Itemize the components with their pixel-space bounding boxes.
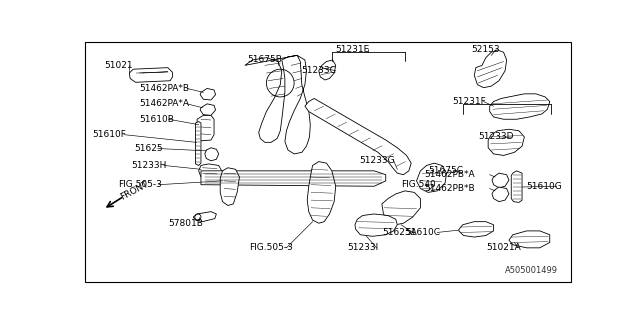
Text: 51021: 51021 xyxy=(105,61,133,70)
Text: 51625A: 51625A xyxy=(382,228,417,237)
Text: 51610G: 51610G xyxy=(527,182,563,191)
Polygon shape xyxy=(509,231,550,248)
Text: 51231E: 51231E xyxy=(336,45,370,54)
Text: 51233D: 51233D xyxy=(478,132,514,141)
Polygon shape xyxy=(200,88,216,100)
Polygon shape xyxy=(474,50,507,88)
Polygon shape xyxy=(305,99,411,175)
Text: 51610F: 51610F xyxy=(92,130,126,139)
Text: 51610B: 51610B xyxy=(140,115,174,124)
Text: FIG.505-3: FIG.505-3 xyxy=(118,180,162,189)
Text: 51462PA*A: 51462PA*A xyxy=(140,99,189,108)
Polygon shape xyxy=(201,171,386,186)
Text: 57801B: 57801B xyxy=(168,219,203,228)
Text: 51462PA*B: 51462PA*B xyxy=(140,84,189,93)
Text: 51233I: 51233I xyxy=(348,243,378,252)
Polygon shape xyxy=(198,164,221,179)
Polygon shape xyxy=(193,212,216,222)
Text: 51233G: 51233G xyxy=(359,156,394,164)
Text: 51462PB*B: 51462PB*B xyxy=(424,184,475,193)
Text: FIG.505-3: FIG.505-3 xyxy=(250,243,293,252)
Text: 51233H: 51233H xyxy=(131,161,166,170)
Polygon shape xyxy=(490,94,550,119)
Polygon shape xyxy=(459,222,493,237)
Text: 52153: 52153 xyxy=(471,45,500,54)
Text: 51610C: 51610C xyxy=(405,228,440,237)
Text: 51021A: 51021A xyxy=(486,243,520,252)
Polygon shape xyxy=(205,148,219,161)
Polygon shape xyxy=(319,60,336,80)
Polygon shape xyxy=(196,122,201,165)
Polygon shape xyxy=(417,163,447,192)
Polygon shape xyxy=(197,116,214,141)
Text: A505001499: A505001499 xyxy=(505,267,558,276)
Polygon shape xyxy=(220,168,239,205)
Text: 51625: 51625 xyxy=(134,144,163,153)
Polygon shape xyxy=(200,104,216,116)
Polygon shape xyxy=(307,162,336,223)
Polygon shape xyxy=(492,173,509,188)
Polygon shape xyxy=(129,68,172,82)
Polygon shape xyxy=(488,129,524,156)
Text: FRONT: FRONT xyxy=(118,180,150,202)
Text: 51675B: 51675B xyxy=(247,55,282,64)
Text: 51231F: 51231F xyxy=(452,97,486,106)
Polygon shape xyxy=(511,171,522,203)
Text: 51233C: 51233C xyxy=(301,66,336,75)
Text: 51675C: 51675C xyxy=(428,166,463,175)
Text: FIG.540: FIG.540 xyxy=(401,180,436,189)
Polygon shape xyxy=(355,214,397,236)
Polygon shape xyxy=(245,55,310,154)
Polygon shape xyxy=(492,187,509,202)
Text: 51462PB*A: 51462PB*A xyxy=(424,170,475,179)
Polygon shape xyxy=(382,191,420,225)
